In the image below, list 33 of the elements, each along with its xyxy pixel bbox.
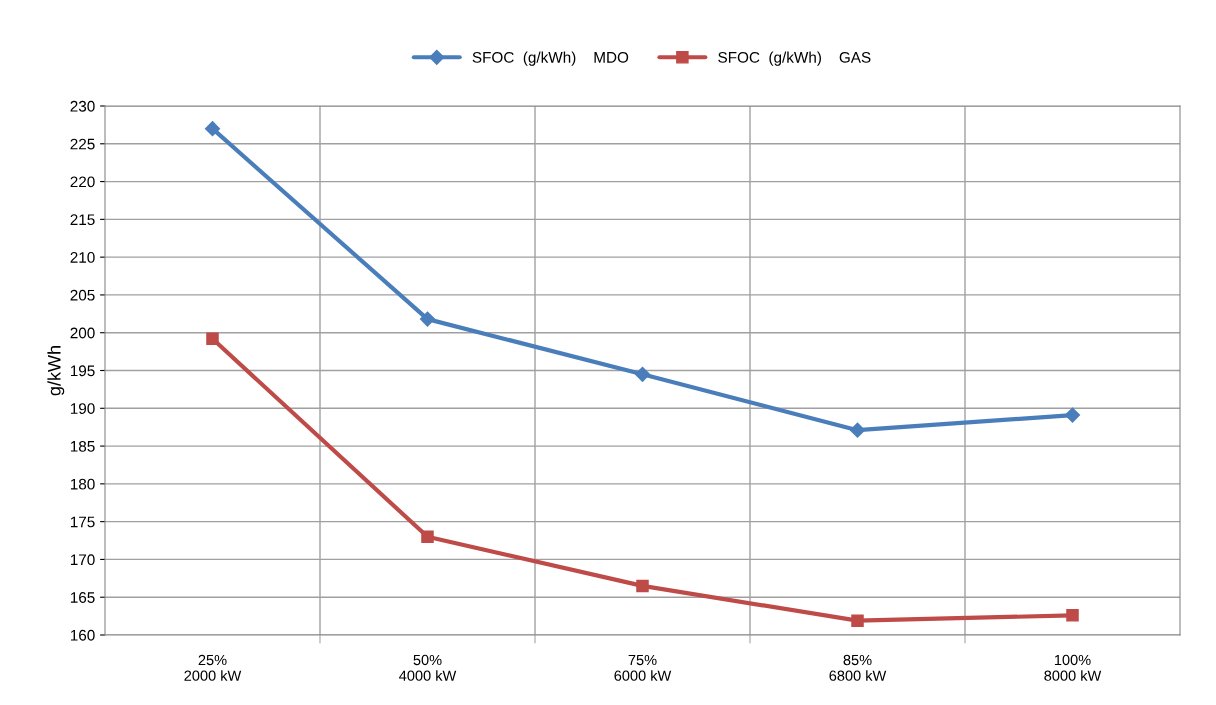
point xyxy=(421,530,434,544)
legend-label: SFOC (g/kWh) GAS xyxy=(718,51,871,66)
y-tick-label: 195 xyxy=(70,365,95,377)
y-axis-title: g/kWh xyxy=(47,346,65,396)
y-tick-label: 165 xyxy=(70,592,95,603)
point xyxy=(419,311,436,327)
y-tick-label: 230 xyxy=(70,100,95,112)
y-tick-label: 200 xyxy=(70,327,95,339)
point xyxy=(1064,407,1081,423)
point xyxy=(1066,609,1079,622)
point xyxy=(206,332,219,346)
point xyxy=(636,579,649,593)
y-tick-label: 215 xyxy=(70,214,95,226)
y-tick-label: 210 xyxy=(70,252,95,263)
x-tick-label: 25% 2000 kW xyxy=(184,654,242,681)
y-tick-label: 190 xyxy=(70,403,95,414)
point xyxy=(849,422,866,438)
point xyxy=(851,614,864,627)
y-tick-label: 170 xyxy=(70,554,95,566)
x-tick-label: 100% 8000 kW xyxy=(1044,654,1102,681)
x-tick-label: 75% 6000 kW xyxy=(614,654,672,681)
x-tick-label: 50% 4000 kW xyxy=(399,654,457,681)
y-tick-label: 225 xyxy=(70,138,95,150)
y-tick-label: 160 xyxy=(70,629,95,641)
x-tick-label: 85% 6800 kW xyxy=(829,654,887,681)
y-tick-label: 205 xyxy=(70,289,95,301)
y-tick-label: 180 xyxy=(70,478,95,490)
point xyxy=(634,366,651,382)
legend-label: SFOC (g/kWh) MDO xyxy=(472,51,629,66)
y-tick-label: 185 xyxy=(70,440,95,452)
point xyxy=(204,121,221,137)
y-tick-label: 175 xyxy=(70,516,95,528)
y-tick-label: 220 xyxy=(70,176,95,188)
